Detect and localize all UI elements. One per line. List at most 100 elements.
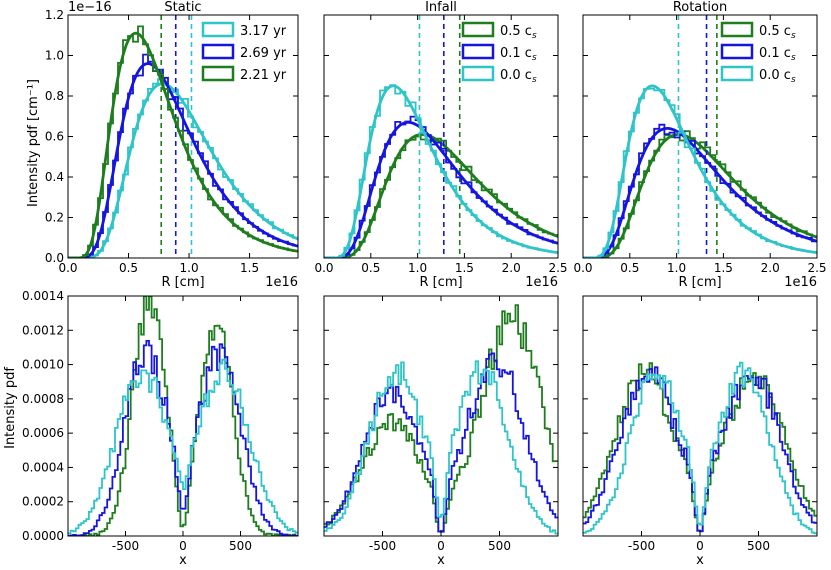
y-tick-label: 1.2	[45, 8, 64, 22]
fit-curve-blue	[68, 62, 298, 258]
fit-curve-cyan	[324, 84, 558, 258]
y-tick-label: 0.0012	[22, 323, 64, 337]
x-axis-label: R [cm]	[161, 275, 204, 290]
x-tick-label: 1.0	[180, 261, 199, 275]
x-exponent-label: 1e16	[784, 275, 817, 290]
legend-swatch-cyan	[461, 65, 495, 82]
x-tick-label: 0.5	[119, 261, 138, 275]
x-exponent-label: 1e16	[525, 275, 558, 290]
legend-label: 0.5 cs	[759, 24, 796, 41]
legend-label: 2.69 yr	[240, 46, 287, 61]
x-exponent-label: 1e16	[265, 275, 298, 290]
legend-label: 0.0 cs	[500, 68, 537, 85]
x-tick-label: -500	[628, 539, 655, 553]
y-tick-label: 0.0	[45, 251, 64, 265]
fit-curve-green	[68, 31, 298, 258]
legend-swatch-blue	[461, 43, 495, 60]
panel-4: -500 0 500 0.0000 0.0002 0.0004 0.0006 0.0008 0.…	[22, 289, 299, 568]
fit-curve-cyan	[583, 84, 817, 258]
legend-subscript: s	[532, 53, 537, 63]
x-tick-label: 500	[747, 539, 770, 553]
y-tick-label: 0.8	[45, 89, 64, 103]
x-tick-label: 1.5	[714, 261, 733, 275]
x-axis-label: R [cm]	[419, 275, 462, 290]
panel-6: -500 0 500 x	[582, 295, 818, 568]
fit-curve-blue	[583, 127, 817, 258]
y-tick-label: 0.6	[45, 130, 64, 144]
fit-curve-blue	[324, 120, 558, 258]
plot-area	[68, 296, 298, 536]
legend-subscript: s	[791, 53, 796, 63]
panel-2: 0.0 0.5 1.0 1.5 2.0 2.5 Infall R [cm] 1e16 0.5 cs…	[314, 0, 567, 290]
x-axis-label: R [cm]	[678, 275, 721, 290]
x-tick-label: 0.5	[361, 261, 380, 275]
legend-label: 3.17 yr	[240, 24, 287, 39]
legend-swatch-blue	[720, 43, 754, 60]
histogram-blue	[68, 340, 298, 536]
plot-area	[324, 304, 558, 535]
legend-subscript: s	[532, 31, 537, 41]
legend: 0.5 cs 0.1 cs 0.0 cs	[720, 21, 796, 85]
panel-1: 0.0 0.5 1.0 1.5 0.0 0.2 0.4 0.6 0.8 1.0 1.2 Static R…	[45, 0, 299, 290]
plot-area	[68, 15, 298, 258]
x-tick-label: 0.0	[573, 261, 592, 275]
histogram-cyan	[583, 361, 817, 535]
y-axis-label-top: Intensity pdf [cm⁻¹]	[26, 79, 41, 207]
legend-subscript: s	[791, 31, 796, 41]
x-tick-label: 2.0	[502, 261, 521, 275]
y-tick-label: 0.0014	[22, 289, 64, 303]
panel-3: 0.0 0.5 1.0 1.5 2.0 2.5 Rotation R [cm] 1e16 0.5 …	[573, 0, 826, 290]
y-tick-label: 0.0006	[22, 426, 64, 440]
legend: 3.17 yr 2.69 yr 2.21 yr	[201, 21, 287, 83]
y-tick-label: 0.2	[45, 211, 64, 225]
plot-area	[583, 361, 817, 535]
y-tick-label: 0.0004	[22, 460, 64, 474]
legend-swatch-cyan	[720, 65, 754, 82]
x-tick-label: 0	[437, 539, 445, 553]
y-exponent-label: 1e−16	[68, 0, 112, 15]
x-axis-label: x	[179, 553, 187, 568]
y-tick-label: 1.0	[45, 49, 64, 63]
legend-label: 0.0 cs	[759, 68, 796, 85]
y-tick-label: 0.0010	[22, 358, 64, 372]
x-tick-label: -500	[112, 539, 139, 553]
histogram-cyan	[324, 360, 558, 535]
histogram-green	[68, 296, 298, 536]
legend-swatch-green	[720, 21, 754, 38]
x-axis-label: x	[696, 553, 704, 568]
plot-area	[324, 15, 558, 258]
legend-label: 0.1 cs	[759, 46, 796, 63]
histogram-cyan	[68, 358, 298, 535]
x-tick-label: 1.0	[667, 261, 686, 275]
x-tick-label: 2.5	[807, 261, 826, 275]
x-tick-label: 0	[179, 539, 187, 553]
x-tick-label: 2.0	[761, 261, 780, 275]
y-tick-label: 0.0000	[22, 529, 64, 543]
fit-curve-cyan	[68, 82, 298, 258]
panel-title: Rotation	[673, 0, 727, 15]
x-tick-label: 1.5	[240, 261, 259, 275]
x-tick-label: 1.5	[455, 261, 474, 275]
x-tick-label: 500	[229, 539, 252, 553]
x-tick-label: 0	[696, 539, 704, 553]
histogram-blue	[583, 366, 817, 533]
y-tick-label: 0.4	[45, 170, 64, 184]
x-tick-label: 2.5	[548, 261, 567, 275]
y-axis-label-bottom: Intensity pdf	[3, 367, 18, 449]
fit-curve-green	[583, 133, 817, 258]
x-tick-label: -500	[369, 539, 396, 553]
x-tick-label: 0.5	[620, 261, 639, 275]
panel-title: Infall	[425, 0, 457, 15]
legend-subscript: s	[532, 75, 537, 85]
x-axis-label: x	[437, 553, 445, 568]
histogram-blue	[324, 352, 558, 533]
legend-swatch-green	[201, 65, 235, 82]
y-tick-label: 0.0008	[22, 392, 64, 406]
plot-area	[583, 15, 817, 258]
y-tick-label: 0.0002	[22, 495, 64, 509]
legend: 0.5 cs 0.1 cs 0.0 cs	[461, 21, 537, 85]
axes-frame	[67, 295, 299, 537]
legend-swatch-green	[461, 21, 495, 38]
panel-title: Static	[164, 0, 201, 15]
